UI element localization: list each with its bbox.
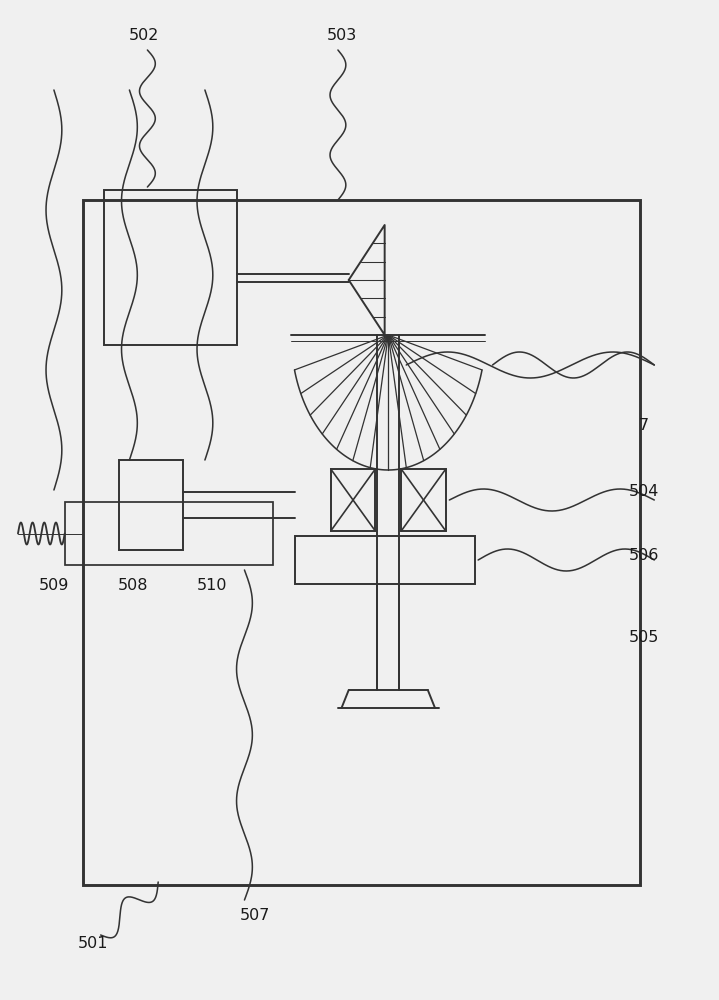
Text: 506: 506: [628, 548, 659, 562]
Text: 507: 507: [240, 908, 270, 922]
Text: 508: 508: [118, 578, 148, 592]
Text: 502: 502: [129, 27, 159, 42]
Text: 509: 509: [39, 578, 69, 592]
Bar: [401, 469, 446, 531]
Bar: [104, 190, 237, 345]
Text: 504: 504: [628, 485, 659, 499]
Bar: [295, 536, 475, 584]
Text: 501: 501: [78, 936, 109, 950]
Text: 503: 503: [326, 27, 357, 42]
Text: 7: 7: [638, 418, 649, 432]
Bar: [331, 469, 375, 531]
Text: 505: 505: [628, 630, 659, 645]
Bar: [83, 200, 640, 885]
Bar: [65, 502, 273, 565]
Text: 510: 510: [197, 578, 227, 592]
Bar: [119, 460, 183, 550]
